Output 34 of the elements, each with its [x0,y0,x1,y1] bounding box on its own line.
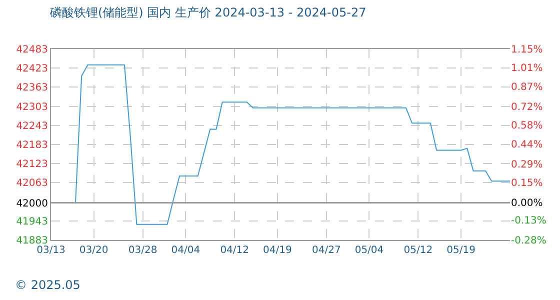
y2-tick-label: 1.01% [511,63,543,74]
x-tick-label: 03/20 [79,245,108,256]
y-tick-label: 42483 [16,44,48,56]
x-tick-label: 04/19 [263,245,292,256]
y2-tick-label: 0.15% [511,178,543,190]
y2-tick-label: -0.28% [511,236,546,246]
y-tick-label: 42243 [16,120,48,132]
y2-tick-label: 0.00% [511,198,543,210]
text: © 2025.05 [15,278,80,292]
y-tick-label: 42183 [16,140,48,151]
y2-tick-label: 0.44% [511,139,543,150]
y-tick-label: 42363 [16,82,48,94]
y2-tick-label: 0.72% [511,102,543,113]
x-tick-label: 04/12 [220,245,250,256]
x-tick-label: 05/19 [446,245,476,256]
x-tick-label: 03/13 [36,245,66,256]
x-tick-label: 04/27 [312,245,341,256]
y2-tick-label: 0.58% [511,120,543,132]
y-tick-label: 42423 [16,64,48,75]
x-tick-label: 04/04 [171,245,200,256]
x-tick-label: 05/12 [404,245,433,256]
y-tick-label: 41883 [16,236,48,246]
chart-title: 磷酸铁锂(储能型) 国内 生产价 2024-03-13 - 2024-05-27 [49,5,366,20]
y2-tick-label: 0.87% [511,82,543,93]
x-tick-label: 03/28 [128,245,158,256]
y-tick-label: 41943 [16,216,48,228]
y-tick-label: 42000 [16,198,48,210]
y2-tick-label: -0.13% [511,215,546,226]
y-tick-label: 42303 [16,102,48,113]
y-tick-label: 42063 [16,178,48,190]
y2-tick-label: 1.15% [511,44,543,56]
x-tick-label: 05/04 [354,245,384,256]
y-tick-label: 42123 [16,159,48,170]
y2-tick-label: 0.29% [511,159,543,170]
